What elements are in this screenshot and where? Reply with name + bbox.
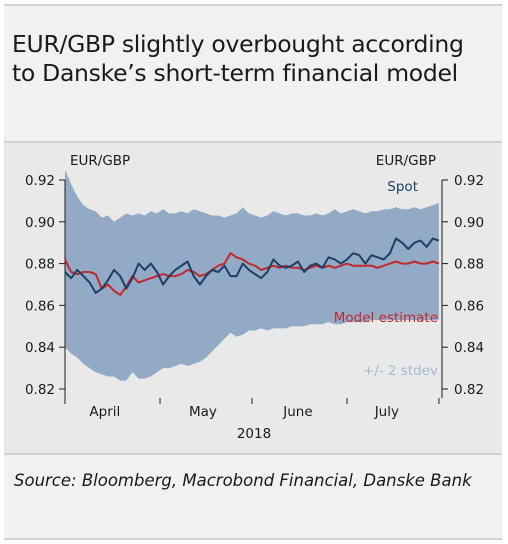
x-tick-label: April <box>89 404 120 420</box>
plot-top-divider <box>4 141 502 143</box>
left-y-tick-label: 0.92 <box>25 173 55 189</box>
model-estimate-line <box>64 252 440 296</box>
right-y-tick-label: 0.92 <box>454 173 484 189</box>
right-y-tick-label: 0.82 <box>454 382 484 398</box>
chart-source: Source: Bloomberg, Macrobond Financial, … <box>14 471 472 490</box>
left-y-tick-label: 0.88 <box>25 257 55 273</box>
x-tick-label: June <box>282 404 312 420</box>
spot-series-label: Spot <box>387 179 418 195</box>
x-tick-label: July <box>374 404 399 420</box>
right-y-tick-label: 0.84 <box>454 340 484 356</box>
plot-bottom-divider <box>4 453 502 455</box>
stdev-band-area <box>65 169 439 381</box>
left-y-tick-label: 0.90 <box>25 215 55 231</box>
right-y-tick-label: 0.86 <box>454 298 484 314</box>
left-y-tick-label: 0.82 <box>25 382 55 398</box>
right-y-tick-label: 0.88 <box>454 257 484 273</box>
x-tick-label: May <box>189 404 217 420</box>
model-series-label: Model estimate <box>334 310 438 326</box>
band-label: +/- 2 stdev <box>363 363 438 379</box>
x-axis-year-label: 2018 <box>237 426 271 442</box>
right-axis-unit-label: EUR/GBP <box>376 153 436 169</box>
left-axis-unit-label: EUR/GBP <box>70 153 130 169</box>
spot-line <box>64 237 440 294</box>
chart-title: EUR/GBP slightly overbought according to… <box>12 30 464 87</box>
right-y-tick-label: 0.90 <box>454 215 484 231</box>
left-y-tick-label: 0.84 <box>25 340 55 356</box>
left-y-tick-label: 0.86 <box>25 298 55 314</box>
